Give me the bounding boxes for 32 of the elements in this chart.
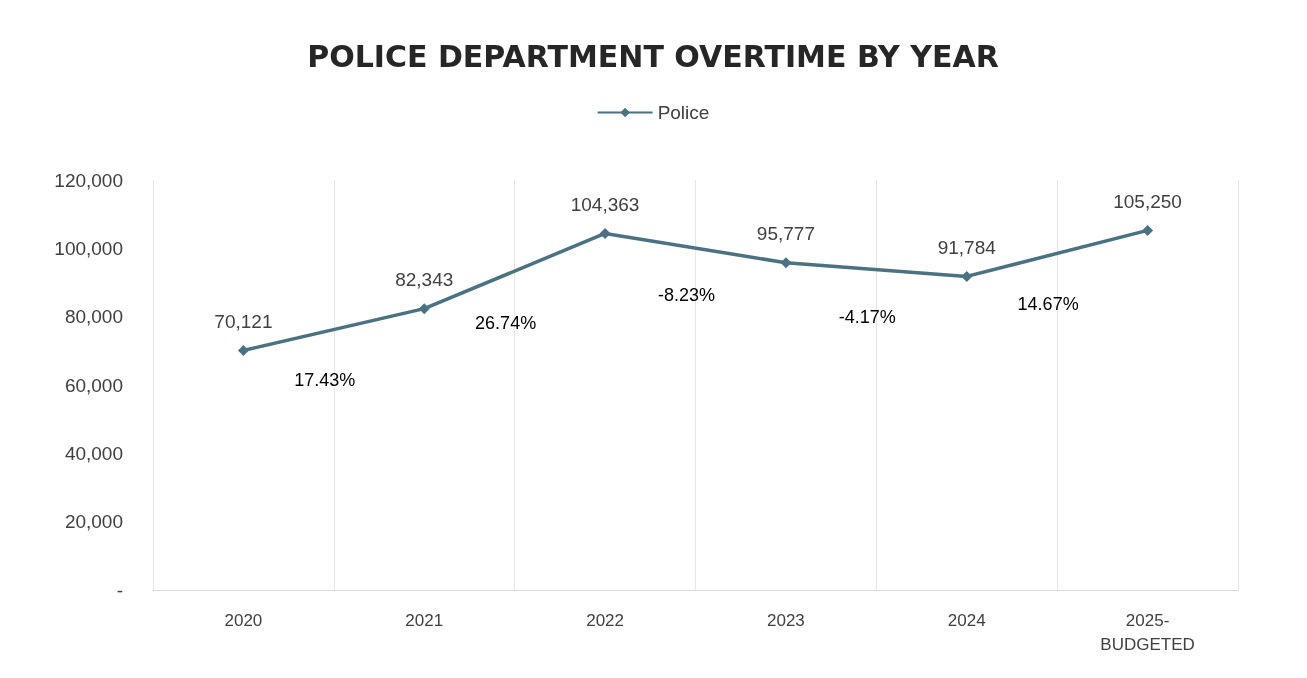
data-label: 82,343 xyxy=(395,269,454,291)
x-tick-label: 2024 xyxy=(947,610,986,630)
x-tick-label: 2023 xyxy=(767,610,805,630)
point xyxy=(418,303,430,315)
y-tick-label: - xyxy=(116,579,123,601)
annotation: -8.23% xyxy=(657,284,715,305)
annotation: 17.43% xyxy=(294,369,356,390)
x-tick-label: 2025-BUDGETED xyxy=(1100,610,1195,654)
y-tick-label: 40,000 xyxy=(64,442,123,464)
y-tick-label: 20,000 xyxy=(64,511,123,533)
annotation: -4.17% xyxy=(838,306,896,327)
point xyxy=(237,344,249,356)
annotation: 26.74% xyxy=(475,312,537,333)
point xyxy=(780,257,792,269)
y-tick-label: 100,000 xyxy=(54,237,123,259)
y-tick-label: 120,000 xyxy=(54,169,123,191)
chart-title: POLICE DEPARTMENT OVERTIME BY YEAR xyxy=(307,38,999,74)
y-tick-label: 60,000 xyxy=(64,374,123,396)
data-label: 104,363 xyxy=(570,193,640,215)
point xyxy=(599,227,611,239)
annotation: 14.67% xyxy=(1017,293,1079,314)
data-label: 91,784 xyxy=(937,236,997,258)
data-label: 95,777 xyxy=(756,223,815,245)
y-tick-label: 80,000 xyxy=(64,306,123,328)
x-tick-label: 2020 xyxy=(224,610,263,630)
point xyxy=(1142,224,1154,236)
x-tick-label: 2022 xyxy=(586,610,624,630)
point xyxy=(961,270,973,282)
data-label: 105,250 xyxy=(1113,190,1182,212)
legend-label: Police xyxy=(657,102,710,123)
x-tick-label: 2021 xyxy=(405,610,444,630)
data-label: 70,121 xyxy=(214,310,273,332)
